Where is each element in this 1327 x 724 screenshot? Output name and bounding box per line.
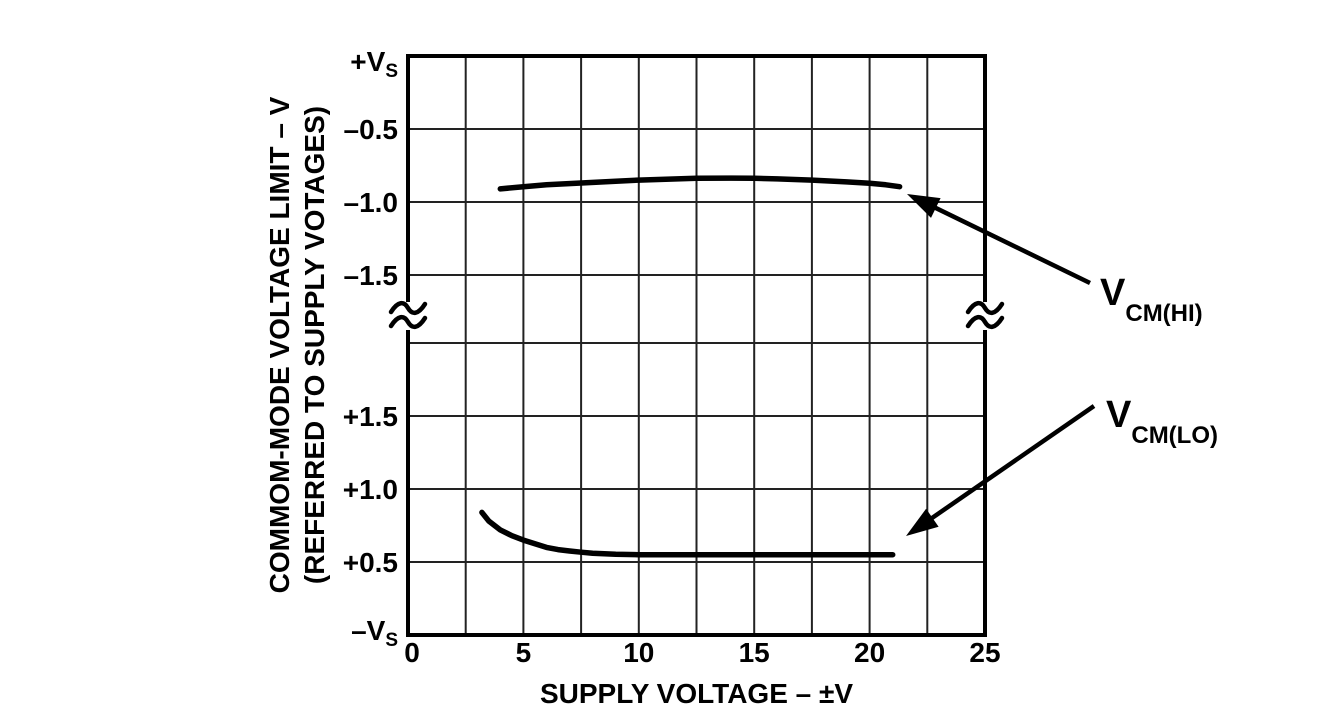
x-tick-label: 20	[854, 637, 885, 668]
vcm-hi-arrowhead-icon	[907, 194, 941, 218]
x-tick-label: 5	[516, 637, 532, 668]
vcm-hi-arrow	[929, 203, 1091, 286]
series-vcm-lo-curve	[479, 509, 896, 558]
y-tick-label: –VS	[351, 615, 398, 651]
gridlines	[408, 56, 985, 635]
vcm-lo-arrow	[925, 404, 1096, 524]
axis-break-icon	[388, 301, 1005, 329]
squiggle	[965, 315, 1005, 329]
y-tick-label: +1.0	[343, 474, 398, 505]
y-tick-label: –1.0	[344, 187, 399, 218]
x-tick-label: 0	[404, 637, 420, 668]
x-tick-label: 25	[969, 637, 1000, 668]
y-axis-title-line: COMMOM-MODE VOLTAGE LIMIT – V	[264, 96, 295, 593]
x-tick-label: 10	[623, 637, 654, 668]
y-tick-label: –0.5	[344, 114, 399, 145]
vcm-lo-label: VCM(LO)	[1106, 394, 1218, 449]
squiggle	[965, 301, 1005, 315]
squiggle	[388, 301, 428, 315]
y-tick-label: +VS	[350, 46, 398, 82]
series-vcm-hi-curve	[497, 175, 903, 192]
vcm-hi-label: VCM(HI)	[1100, 272, 1203, 327]
vcm-lo-arrowhead-icon	[906, 508, 939, 536]
squiggle	[388, 315, 428, 329]
y-tick-label: –1.5	[344, 260, 399, 291]
x-tick-label: 15	[739, 637, 770, 668]
y-tick-label: +1.5	[343, 401, 398, 432]
y-tick-label: +0.5	[343, 547, 398, 578]
x-axis-title: SUPPLY VOLTAGE – ±V	[540, 678, 853, 709]
y-axis-title-line: (REFERRED TO SUPPLY VOTAGES)	[299, 106, 330, 584]
